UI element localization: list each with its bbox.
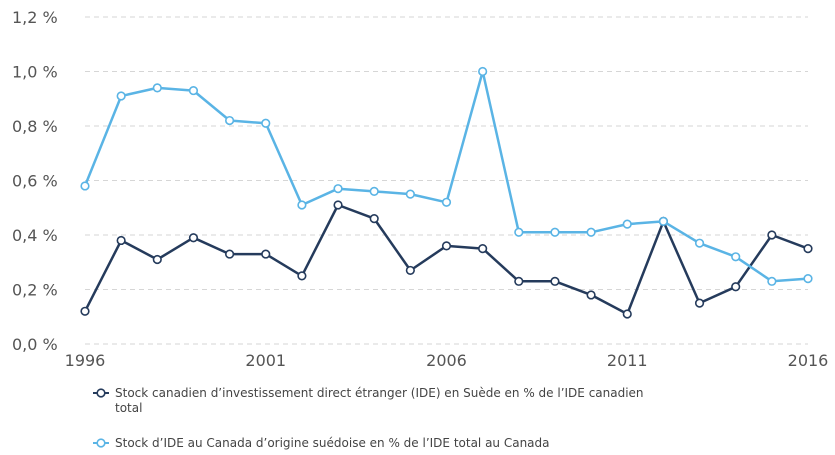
series-2-point[interactable] (586, 227, 596, 237)
series-2-point[interactable] (188, 85, 199, 96)
series-1-point[interactable] (80, 306, 90, 316)
x-tick-label: 2011 (607, 351, 648, 370)
series-2-point[interactable] (152, 83, 162, 93)
series-2-point[interactable] (658, 216, 669, 226)
gridlines (85, 16, 808, 345)
series-1-point[interactable] (116, 235, 126, 246)
y-tick-label: 0,4 % (12, 226, 58, 245)
x-tick-label: 1996 (65, 351, 106, 370)
series-1-line (83, 203, 809, 316)
legend-swatch-marker (96, 388, 106, 398)
series-2-point[interactable] (622, 219, 632, 229)
series-2-point[interactable] (297, 200, 307, 210)
series-2-point[interactable] (441, 197, 452, 207)
legend-label: total (115, 401, 142, 415)
series-2-point[interactable] (694, 238, 705, 248)
series-1-point[interactable] (225, 249, 235, 259)
series-2-point[interactable] (767, 276, 777, 286)
series-1-point[interactable] (803, 244, 813, 254)
y-axis-tick-labels: 0,0 % 0,2 % 0,4 % 0,6 % 0,8 % 1,0 % 1,2 % (12, 8, 58, 354)
series-2-point[interactable] (261, 118, 271, 128)
series-2-point[interactable] (116, 91, 126, 101)
legend-swatch-marker (96, 438, 106, 448)
series-2 (80, 66, 813, 286)
series-lines (80, 66, 813, 319)
series-2-point[interactable] (80, 181, 90, 191)
x-tick-label: 2016 (788, 351, 829, 370)
series-2-point[interactable] (514, 227, 524, 237)
series-1-point[interactable] (622, 309, 632, 319)
series-1-point[interactable] (369, 214, 379, 224)
y-tick-label: 0,0 % (12, 335, 58, 354)
x-tick-label: 2006 (426, 351, 467, 370)
series-2-point[interactable] (225, 115, 235, 126)
series-1-point[interactable] (333, 200, 343, 210)
legend-item-2[interactable]: Stock d’IDE au Canada d’origine suédoise… (93, 436, 550, 450)
series-1-point[interactable] (297, 271, 307, 281)
series-2-point[interactable] (731, 252, 741, 262)
series-2-point[interactable] (803, 274, 813, 284)
series-1-point[interactable] (188, 233, 199, 243)
series-1-point[interactable] (514, 276, 524, 286)
legend-item-1[interactable]: Stock canadien d’investissement direct é… (93, 386, 644, 415)
series-2-point[interactable] (478, 66, 488, 77)
series-1 (80, 200, 813, 319)
series-1-point[interactable] (405, 265, 415, 276)
y-tick-label: 0,8 % (12, 117, 58, 136)
x-axis-tick-labels: 1996 2001 2006 2011 2016 (65, 351, 829, 370)
series-1-point[interactable] (152, 254, 162, 265)
legend-label: Stock canadien d’investissement direct é… (115, 386, 644, 400)
y-tick-label: 0,2 % (12, 281, 58, 300)
y-tick-label: 1,2 % (12, 8, 58, 27)
series-1-point[interactable] (478, 244, 488, 254)
series-2-point[interactable] (333, 184, 343, 194)
series-2-point[interactable] (405, 189, 415, 199)
series-2-point[interactable] (550, 227, 560, 237)
series-1-point[interactable] (586, 290, 596, 300)
legend: Stock canadien d’investissement direct é… (93, 386, 644, 450)
series-1-point[interactable] (731, 282, 741, 292)
series-1-point[interactable] (694, 298, 705, 308)
series-1-point[interactable] (767, 230, 777, 240)
series-1-point[interactable] (441, 241, 452, 251)
series-1-point[interactable] (261, 249, 271, 259)
y-tick-label: 0,6 % (12, 172, 58, 191)
series-1-point[interactable] (550, 276, 560, 286)
series-2-point[interactable] (369, 186, 379, 196)
y-tick-label: 1,0 % (12, 63, 58, 82)
legend-label: Stock d’IDE au Canada d’origine suédoise… (115, 436, 550, 450)
x-tick-label: 2001 (245, 351, 286, 370)
